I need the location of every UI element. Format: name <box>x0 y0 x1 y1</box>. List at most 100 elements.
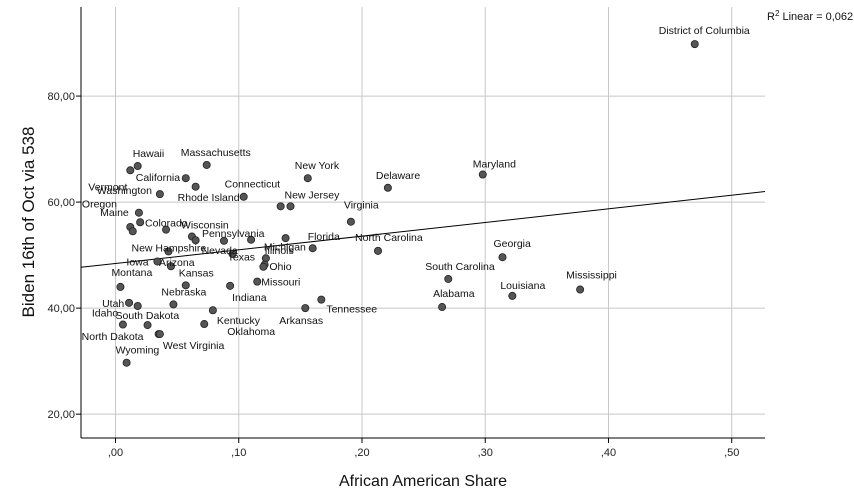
point-label: Oregon <box>82 199 117 211</box>
point-label: Illinois <box>265 245 294 257</box>
data-point <box>126 166 135 175</box>
point-labels: District of Columbia Maryland Delaware Mass… <box>82 25 750 357</box>
data-point <box>690 40 699 49</box>
x-tick-label: ,40 <box>601 447 616 459</box>
data-point <box>136 218 145 227</box>
point-label: Connecticut <box>225 178 281 190</box>
point-label: Mississippi <box>566 270 617 282</box>
point-label: New York <box>295 160 340 172</box>
data-point <box>317 295 326 304</box>
point-label: Montana <box>111 267 152 279</box>
data-point <box>253 277 262 286</box>
point-label: Washington <box>97 185 152 197</box>
y-axis-title: Biden 16th of Oct via 538 <box>19 127 38 318</box>
data-point <box>301 304 310 313</box>
x-tick-label: ,30 <box>478 447 493 459</box>
point-label: Arkansas <box>279 315 323 327</box>
point-label: South Carolina <box>425 261 495 273</box>
data-point <box>247 235 256 244</box>
point-label: Arizona <box>159 257 195 269</box>
data-point <box>208 306 217 315</box>
point-label: Vermont <box>88 181 127 193</box>
point-label: Georgia <box>493 238 531 250</box>
data-point <box>122 358 131 367</box>
data-point <box>200 320 209 329</box>
data-point <box>133 301 142 310</box>
point-label: South Dakota <box>116 310 180 322</box>
data-point <box>374 246 383 255</box>
data-point <box>498 253 507 262</box>
data-point <box>308 244 317 253</box>
point-label: Nevada <box>202 245 238 257</box>
data-point <box>202 160 211 169</box>
point-label: Utah <box>102 298 124 310</box>
data-point <box>134 208 143 217</box>
data-point <box>153 257 162 266</box>
data-point <box>576 285 585 294</box>
point-label: Alabama <box>433 288 475 300</box>
data-point <box>155 330 164 339</box>
data-point <box>116 282 125 291</box>
x-tick-label: ,10 <box>231 447 246 459</box>
point-label: Delaware <box>376 170 421 182</box>
data-point <box>383 183 392 192</box>
x-axis-title: African American Share <box>339 473 507 490</box>
y-tick-label: 40,00 <box>47 303 75 315</box>
point-label: North Carolina <box>355 232 423 244</box>
point-label: New Jersey <box>285 189 341 201</box>
data-point <box>444 274 453 283</box>
plot-background <box>81 7 765 438</box>
data-point <box>181 281 190 290</box>
data-point <box>286 202 295 211</box>
point-label: Missouri <box>261 277 300 289</box>
point-label: Oklahoma <box>227 326 275 338</box>
point-label: Maine <box>100 207 129 219</box>
data-point <box>508 291 517 300</box>
data-point <box>191 182 200 191</box>
data-point <box>228 250 237 259</box>
y-tick-label: 20,00 <box>47 409 75 421</box>
point-label: Tennessee <box>326 304 377 316</box>
data-point <box>155 190 164 199</box>
point-label: Colorado <box>145 218 188 230</box>
data-point <box>219 236 228 245</box>
point-label: Rhode Island <box>178 192 240 204</box>
fit-line <box>80 190 766 268</box>
data-point <box>181 174 190 183</box>
point-label: California <box>136 172 181 184</box>
point-label: Louisiana <box>500 280 545 292</box>
points <box>116 40 699 367</box>
point-label: New Hampshire <box>132 242 207 254</box>
data-point <box>346 217 355 226</box>
data-point <box>276 202 285 211</box>
point-label: Wisconsin <box>181 220 229 232</box>
point-label: Kansas <box>179 267 214 279</box>
data-point <box>259 262 268 271</box>
point-label: Hawaii <box>133 148 165 160</box>
data-point <box>133 162 142 171</box>
point-label: Massachusetts <box>181 147 251 159</box>
point-label: Ohio <box>269 261 291 273</box>
y-tick-label: 80,00 <box>47 91 75 103</box>
point-label: Wyoming <box>116 345 160 357</box>
data-point <box>191 236 200 245</box>
point-label: Florida <box>308 231 340 243</box>
point-label: District of Columbia <box>659 25 750 37</box>
data-point <box>281 234 290 243</box>
data-point <box>303 174 312 183</box>
x-tick-label: ,20 <box>354 447 369 459</box>
data-point <box>125 298 134 307</box>
point-label: North Dakota <box>82 331 144 343</box>
point-label: West Virginia <box>163 340 225 352</box>
data-point <box>118 320 127 329</box>
data-point <box>239 192 248 201</box>
point-label: Indiana <box>232 292 267 304</box>
point-label: Nebraska <box>161 286 206 298</box>
data-point <box>438 303 447 312</box>
point-label: Pennsylvania <box>202 228 265 240</box>
point-label: Maryland <box>473 159 516 171</box>
point-label: Iowa <box>126 256 148 268</box>
point-label: Michigan <box>264 241 306 253</box>
x-tick-label: ,50 <box>724 447 739 459</box>
fit-legend: R2 Linear = 0,062 <box>767 9 853 23</box>
